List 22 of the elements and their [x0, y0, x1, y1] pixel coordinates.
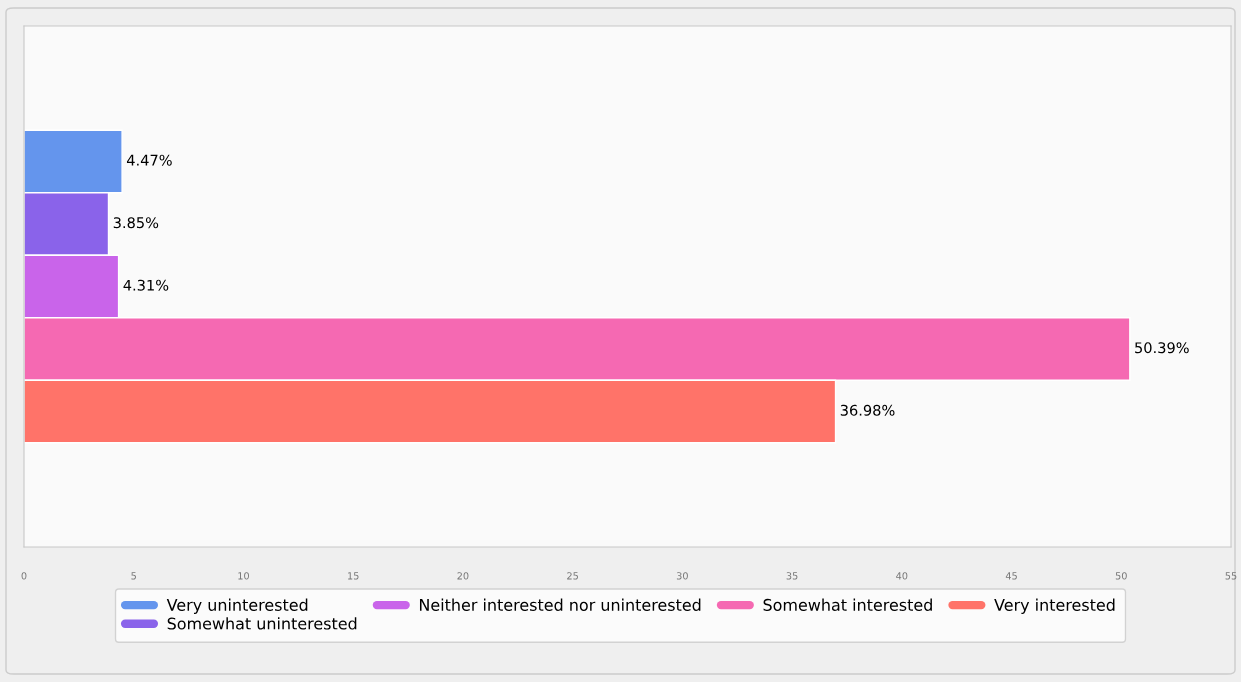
x-tick-label: 15 — [348, 572, 359, 580]
legend-label: Somewhat uninterested — [167, 617, 357, 630]
legend-label: Very uninterested — [166, 598, 308, 615]
x-tick-label: 30 — [676, 572, 688, 580]
x-tick-label: 5 — [131, 572, 136, 580]
data-label: 50.39% — [1135, 342, 1189, 354]
data-label: 36.98% — [840, 404, 895, 416]
data-label: 4.47% — [126, 154, 172, 166]
legend-label: Somewhat interested — [763, 598, 932, 611]
x-tick-label: 50 — [1115, 572, 1127, 580]
x-tick-label: 35 — [786, 572, 798, 580]
x-tick-label: 25 — [567, 572, 578, 580]
data-label: 4.31% — [123, 279, 169, 291]
x-tick-label: 55 — [1225, 572, 1237, 580]
legend-label: Neither interested nor uninterested — [419, 598, 701, 611]
x-tick-label: 20 — [457, 572, 469, 580]
data-label: 3.85% — [113, 217, 159, 229]
x-tick-label: 40 — [896, 572, 908, 580]
x-tick-label: 10 — [238, 572, 249, 580]
x-tick-label: 45 — [1005, 572, 1017, 580]
legend-label: Very interested — [994, 598, 1115, 615]
x-tick-label: 0 — [21, 572, 27, 580]
